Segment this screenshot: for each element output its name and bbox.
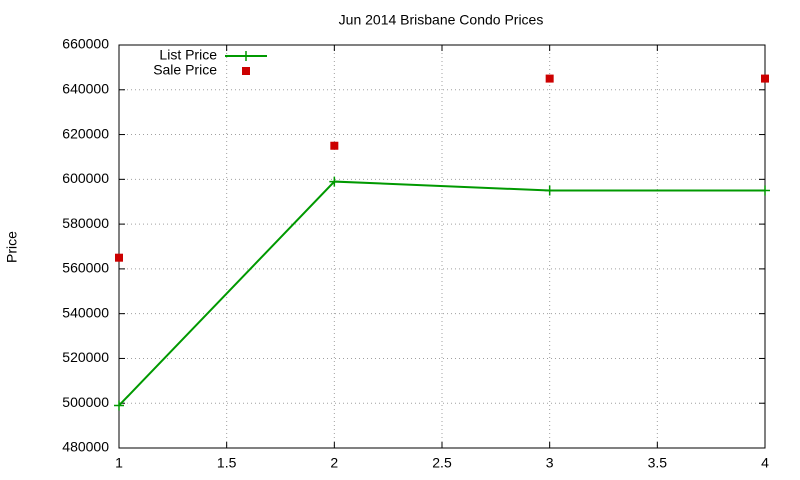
y-tick-label: 500000 bbox=[62, 394, 109, 410]
legend-marker bbox=[242, 67, 250, 75]
x-tick-label: 4 bbox=[761, 455, 769, 471]
y-tick-label: 580000 bbox=[62, 215, 109, 231]
data-point bbox=[115, 253, 123, 262]
legend-label: List Price bbox=[159, 47, 217, 63]
y-tick-label: 600000 bbox=[62, 170, 109, 186]
x-tick-label: 1 bbox=[115, 455, 123, 471]
y-tick-label: 660000 bbox=[62, 36, 109, 52]
data-point bbox=[114, 400, 124, 411]
y-axis-label: Price bbox=[4, 231, 20, 263]
legend-label: Sale Price bbox=[153, 62, 217, 78]
series-line bbox=[118, 180, 765, 407]
data-point bbox=[545, 74, 554, 83]
y-tick-label: 620000 bbox=[62, 125, 109, 141]
y-tick-label: 640000 bbox=[62, 80, 109, 96]
legend-marker bbox=[241, 51, 251, 61]
data-point bbox=[544, 185, 555, 196]
y-tick-label: 560000 bbox=[62, 260, 109, 276]
data-point bbox=[760, 185, 770, 196]
chart-title: Jun 2014 Brisbane Condo Prices bbox=[339, 12, 544, 28]
y-tick-label: 540000 bbox=[62, 304, 109, 320]
x-tick-label: 1.5 bbox=[217, 455, 237, 471]
data-point bbox=[329, 176, 340, 187]
data-point bbox=[761, 74, 769, 83]
x-tick-label: 3 bbox=[546, 455, 554, 471]
x-tick-label: 2 bbox=[330, 455, 338, 471]
y-tick-label: 520000 bbox=[62, 349, 109, 365]
x-tick-label: 3.5 bbox=[648, 455, 668, 471]
y-tick-label: 480000 bbox=[62, 439, 109, 455]
plot-frame bbox=[118, 44, 766, 449]
x-tick-label: 2.5 bbox=[432, 455, 452, 471]
data-point bbox=[330, 141, 339, 150]
